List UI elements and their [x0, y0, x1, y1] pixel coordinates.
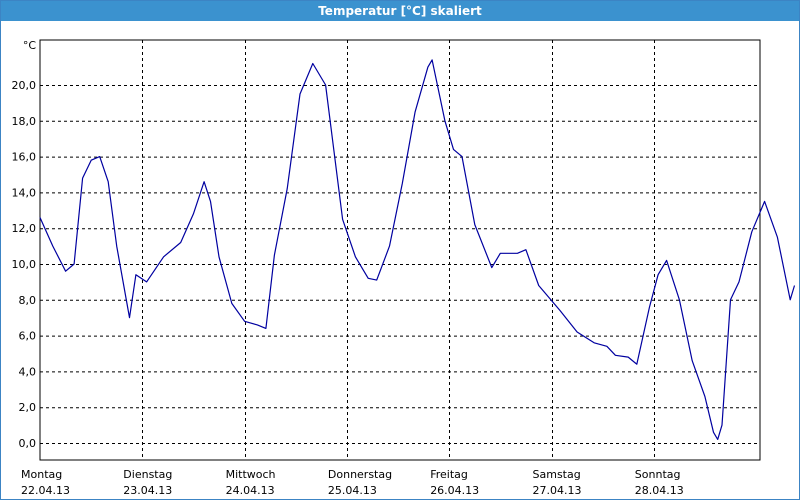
x-day-label: Dienstag [123, 468, 172, 481]
x-day-label: Mittwoch [226, 468, 276, 481]
y-axis-unit: °C [23, 39, 37, 52]
x-day-label: Donnerstag [328, 468, 392, 481]
y-tick-label: 4,0 [19, 365, 37, 378]
y-tick-label: 16,0 [12, 151, 37, 164]
y-tick-label: 0,0 [19, 437, 37, 450]
x-day-label: Sonntag [635, 468, 681, 481]
x-date-label: 27.04.13 [533, 484, 582, 497]
y-tick-label: 8,0 [19, 294, 37, 307]
temperature-series-line [39, 59, 796, 440]
x-day-label: Montag [21, 468, 62, 481]
y-tick-label: 10,0 [12, 258, 37, 271]
window-title: Temperatur [°C] skaliert [1, 1, 799, 21]
x-date-label: 26.04.13 [430, 484, 479, 497]
y-tick-label: 20,0 [12, 79, 37, 92]
x-date-label: 23.04.13 [123, 484, 172, 497]
x-date-label: 24.04.13 [226, 484, 275, 497]
x-date-label: 22.04.13 [21, 484, 70, 497]
x-day-label: Freitag [430, 468, 468, 481]
y-tick-label: 18,0 [12, 115, 37, 128]
x-date-label: 28.04.13 [635, 484, 684, 497]
x-date-label: 25.04.13 [328, 484, 377, 497]
y-tick-label: 6,0 [19, 330, 37, 343]
plot-frame [39, 39, 761, 461]
y-tick-label: 2,0 [19, 401, 37, 414]
x-day-label: Samstag [533, 468, 581, 481]
y-tick-label: 12,0 [12, 222, 37, 235]
y-tick-label: 14,0 [12, 186, 37, 199]
